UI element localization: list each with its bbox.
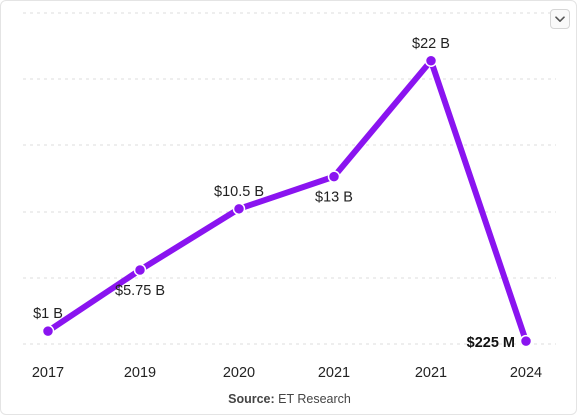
series-layer <box>45 57 529 345</box>
data-point <box>232 202 246 216</box>
x-tick-label: 2021 <box>415 365 447 381</box>
chevron-down-icon <box>555 15 565 22</box>
gridlines <box>23 12 556 345</box>
data-label: $22 B <box>412 36 450 52</box>
x-tick-label: 2017 <box>32 365 64 381</box>
data-label: $13 B <box>315 190 353 206</box>
chart-menu-button[interactable] <box>550 9 570 29</box>
data-label: $225 M <box>467 335 515 351</box>
source-note: Source: ET Research <box>1 392 577 406</box>
data-point <box>519 334 533 348</box>
data-points <box>41 54 533 348</box>
x-tick-label: 2020 <box>223 365 255 381</box>
data-label: $5.75 B <box>115 283 165 299</box>
data-point <box>327 170 341 183</box>
source-label: Source: <box>228 392 275 406</box>
data-point <box>133 263 147 277</box>
data-labels: $1 B $5.75 B $10.5 B $13 B $22 B $225 M <box>33 36 515 351</box>
source-text: ET Research <box>278 392 351 406</box>
data-point <box>424 54 438 67</box>
x-tick-label: 2019 <box>124 365 156 381</box>
data-point <box>41 324 55 338</box>
data-label: $10.5 B <box>214 184 264 200</box>
series-line <box>45 57 529 345</box>
x-tick-label: 2024 <box>510 365 542 381</box>
x-tick-label: 2021 <box>318 365 350 381</box>
x-axis-ticks: 2017 2019 2020 2021 2021 2024 <box>32 365 542 381</box>
data-label: $1 B <box>33 306 63 322</box>
